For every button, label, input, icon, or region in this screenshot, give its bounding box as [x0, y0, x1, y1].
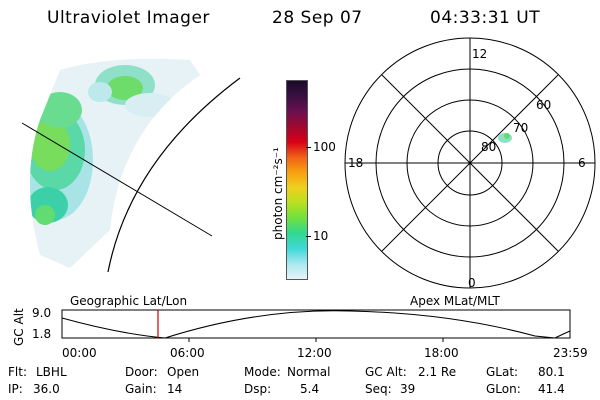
mode-label: Mode: — [244, 365, 281, 379]
glat-label: GLat: — [486, 365, 519, 379]
earth-limb-line — [107, 77, 241, 273]
gcalt-label: GC Alt: — [365, 365, 407, 379]
ip-value: 36.0 — [33, 382, 60, 396]
dsp-value: 5.4 — [300, 382, 320, 396]
mlt-label-0: 0 — [468, 276, 476, 290]
ip-label: IP: — [8, 382, 23, 396]
timeline-left-title: Geographic Lat/Lon — [70, 294, 188, 308]
flt-value: LBHL — [36, 365, 67, 379]
glon-value: 41.4 — [538, 382, 565, 396]
timeline-y-label: GC Alt — [12, 308, 26, 346]
seq-value: 39 — [400, 382, 416, 396]
timeline-xtick-0000: 00:00 — [62, 346, 97, 360]
timeline-xtick-1200: 12:00 — [297, 346, 332, 360]
lat-label-80: 80 — [481, 140, 497, 154]
mlt-label-12: 12 — [472, 47, 488, 61]
timeline-xtick-2359: 23:59 — [553, 346, 588, 360]
instrument-title: Ultraviolet Imager — [47, 8, 210, 28]
door-value: Open — [167, 365, 200, 379]
mode-value: Normal — [287, 365, 331, 379]
gcalt-value: 2.1 Re — [418, 365, 457, 379]
lat-label-70: 70 — [513, 121, 529, 135]
door-label: Door: — [125, 365, 158, 379]
timeline-right-title: Apex MLat/MLT — [410, 294, 500, 308]
timeline-xtick-1800: 18:00 — [424, 346, 459, 360]
mlt-label-6: 6 — [578, 156, 586, 170]
aurora-emission — [30, 58, 200, 268]
colorbar-label: photon cm⁻²s⁻¹ — [271, 147, 285, 240]
colorbar-tick-100: 100 — [313, 140, 336, 154]
track-line — [21, 122, 213, 237]
gain-value: 14 — [167, 382, 183, 396]
timeline-ytick-low: 1.8 — [32, 327, 52, 341]
colorbar — [286, 80, 308, 280]
polar-aurora-spot — [498, 133, 512, 143]
mlt-label-18: 18 — [348, 156, 364, 170]
gain-label: Gain: — [125, 382, 157, 396]
dsp-label: Dsp: — [244, 382, 272, 396]
timeline-ytick-high: 9.0 — [32, 306, 52, 320]
flt-label: Flt: — [8, 365, 27, 379]
seq-label: Seq: — [365, 382, 392, 396]
colorbar-tick-10: 10 — [313, 229, 329, 243]
glat-value: 80.1 — [538, 365, 565, 379]
timeline-xtick-0600: 06:00 — [170, 346, 205, 360]
polar-plot — [344, 37, 596, 289]
time-label: 04:33:31 UT — [430, 8, 541, 28]
glon-label: GLon: — [486, 382, 521, 396]
lat-label-60: 60 — [536, 98, 552, 112]
date-label: 28 Sep 07 — [272, 8, 363, 28]
